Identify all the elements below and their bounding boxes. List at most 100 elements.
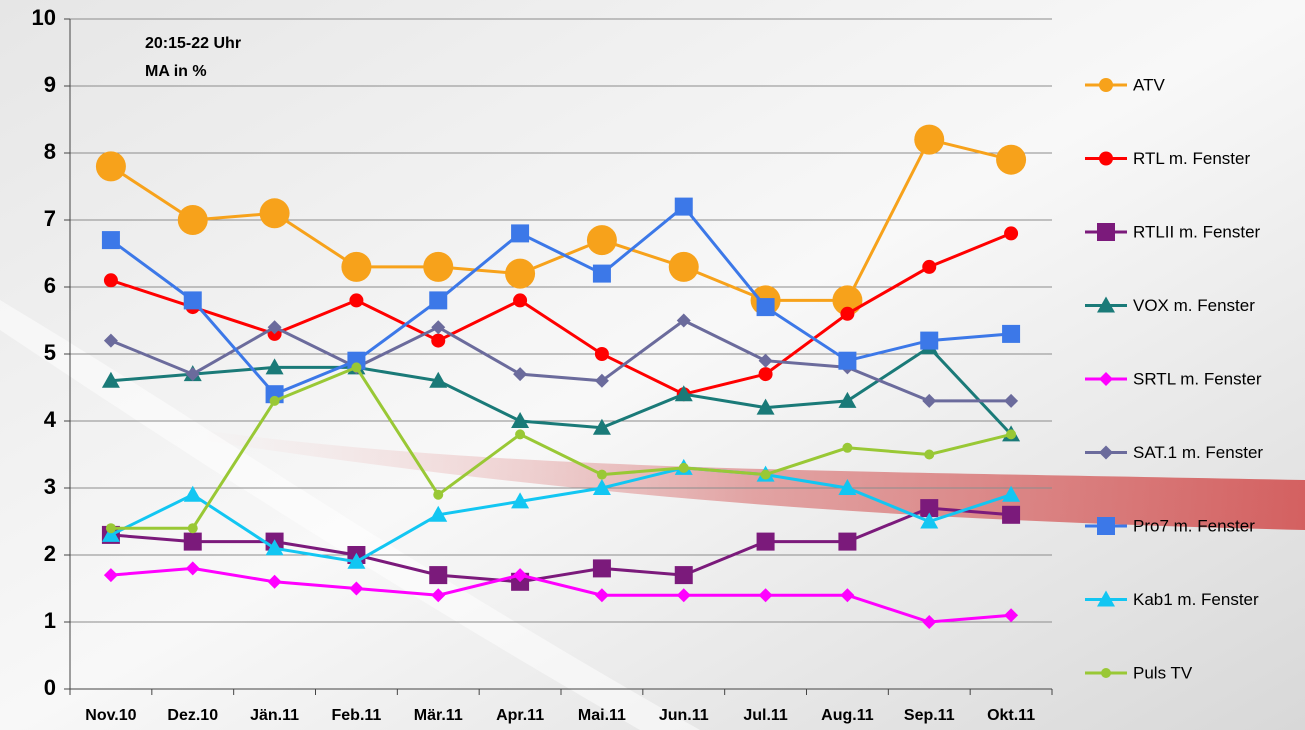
legend-marker bbox=[1097, 296, 1115, 313]
y-tick-label: 8 bbox=[44, 139, 56, 164]
marker bbox=[676, 588, 691, 603]
marker bbox=[922, 393, 937, 408]
marker bbox=[586, 225, 617, 256]
marker bbox=[676, 313, 691, 328]
x-tick-label: Aug.11 bbox=[821, 707, 874, 724]
legend-marker bbox=[1099, 151, 1113, 166]
y-tick-label: 2 bbox=[44, 541, 56, 566]
marker bbox=[592, 559, 611, 578]
marker bbox=[592, 418, 611, 435]
x-tick-label: Nov.10 bbox=[85, 707, 136, 724]
marker bbox=[101, 371, 120, 388]
marker bbox=[1004, 608, 1019, 623]
marker bbox=[678, 462, 689, 473]
marker bbox=[920, 499, 939, 518]
series-line bbox=[110, 318, 1012, 403]
marker bbox=[347, 351, 366, 370]
marker bbox=[596, 469, 607, 480]
legend-label: RTL m. Fenster bbox=[1133, 149, 1250, 168]
marker bbox=[431, 588, 446, 603]
marker bbox=[265, 358, 284, 375]
marker bbox=[838, 391, 857, 408]
marker bbox=[920, 512, 939, 529]
marker bbox=[920, 331, 939, 350]
series-line bbox=[110, 345, 1013, 436]
y-tick-label: 9 bbox=[44, 72, 56, 97]
marker bbox=[1006, 429, 1017, 440]
marker bbox=[105, 523, 116, 534]
marker bbox=[259, 198, 290, 229]
marker bbox=[267, 574, 282, 589]
legend-label: Puls TV bbox=[1133, 663, 1193, 682]
marker bbox=[347, 552, 366, 569]
marker bbox=[758, 588, 773, 603]
y-tick-label: 10 bbox=[32, 5, 56, 30]
marker bbox=[185, 367, 200, 382]
marker bbox=[922, 615, 937, 629]
y-tick-label: 3 bbox=[44, 474, 56, 499]
x-tick-label: Sep.11 bbox=[904, 707, 955, 724]
legend-marker bbox=[1097, 517, 1115, 535]
legend-label: SAT.1 m. Fenster bbox=[1133, 443, 1263, 462]
x-tick-label: Mär.11 bbox=[414, 707, 463, 724]
legend-label: ATV bbox=[1133, 75, 1165, 94]
marker bbox=[423, 251, 454, 282]
marker bbox=[433, 489, 444, 500]
legend-marker bbox=[1101, 668, 1111, 678]
y-tick-label: 4 bbox=[44, 407, 57, 432]
marker bbox=[429, 505, 448, 522]
marker bbox=[594, 373, 609, 388]
marker bbox=[183, 291, 202, 310]
marker bbox=[101, 231, 120, 250]
legend-label: SRTL m. Fenster bbox=[1133, 369, 1262, 388]
marker bbox=[177, 205, 208, 235]
marker bbox=[1002, 505, 1021, 524]
marker bbox=[515, 429, 526, 440]
decor-swoosh bbox=[200, 430, 1305, 530]
marker bbox=[341, 251, 372, 282]
legend-marker bbox=[1097, 590, 1115, 607]
series-line bbox=[110, 466, 1012, 564]
series-line bbox=[110, 204, 1012, 396]
marker bbox=[760, 469, 771, 480]
marker bbox=[511, 412, 530, 428]
legend-marker bbox=[1099, 372, 1113, 386]
marker bbox=[1002, 324, 1021, 343]
plot-area: 0 1 2 3 4 5 6 7 8 9 10 Nov.10 Dez.10 Jän.11 Feb.11 Mär.… bbox=[32, 5, 1264, 724]
legend-marker bbox=[1099, 445, 1113, 460]
marker bbox=[103, 333, 118, 348]
marker bbox=[1004, 226, 1019, 241]
marker bbox=[429, 371, 448, 388]
marker bbox=[505, 258, 536, 289]
marker bbox=[431, 333, 446, 348]
annotation: MA in % bbox=[145, 63, 207, 80]
legend-marker bbox=[1097, 223, 1115, 241]
marker bbox=[842, 442, 853, 453]
series-line bbox=[110, 506, 1012, 584]
x-tick-label: Jän.11 bbox=[250, 707, 299, 724]
x-tick-label: Okt.11 bbox=[987, 707, 1035, 724]
series-line bbox=[110, 365, 1012, 530]
x-tick-label: Feb.11 bbox=[332, 707, 382, 724]
marker bbox=[924, 449, 935, 460]
marker bbox=[183, 485, 202, 502]
x-tick-label: Dez.10 bbox=[167, 707, 218, 724]
series-line bbox=[110, 566, 1012, 624]
marker bbox=[1004, 393, 1019, 408]
marker bbox=[674, 566, 693, 585]
x-tick-label: Apr.11 bbox=[496, 707, 544, 724]
marker bbox=[269, 395, 280, 406]
x-tick-label: Mai.11 bbox=[578, 707, 626, 724]
y-tick-label: 1 bbox=[44, 608, 56, 633]
x-tick-label: Jul.11 bbox=[743, 707, 788, 724]
legend-label: Pro7 m. Fenster bbox=[1133, 516, 1255, 535]
marker bbox=[838, 479, 857, 495]
legend-label: Kab1 m. Fenster bbox=[1133, 590, 1259, 609]
marker bbox=[914, 124, 945, 155]
marker bbox=[838, 532, 857, 551]
marker bbox=[185, 561, 200, 576]
legend-marker bbox=[1099, 78, 1113, 92]
marker bbox=[95, 151, 126, 182]
marker bbox=[840, 588, 855, 603]
